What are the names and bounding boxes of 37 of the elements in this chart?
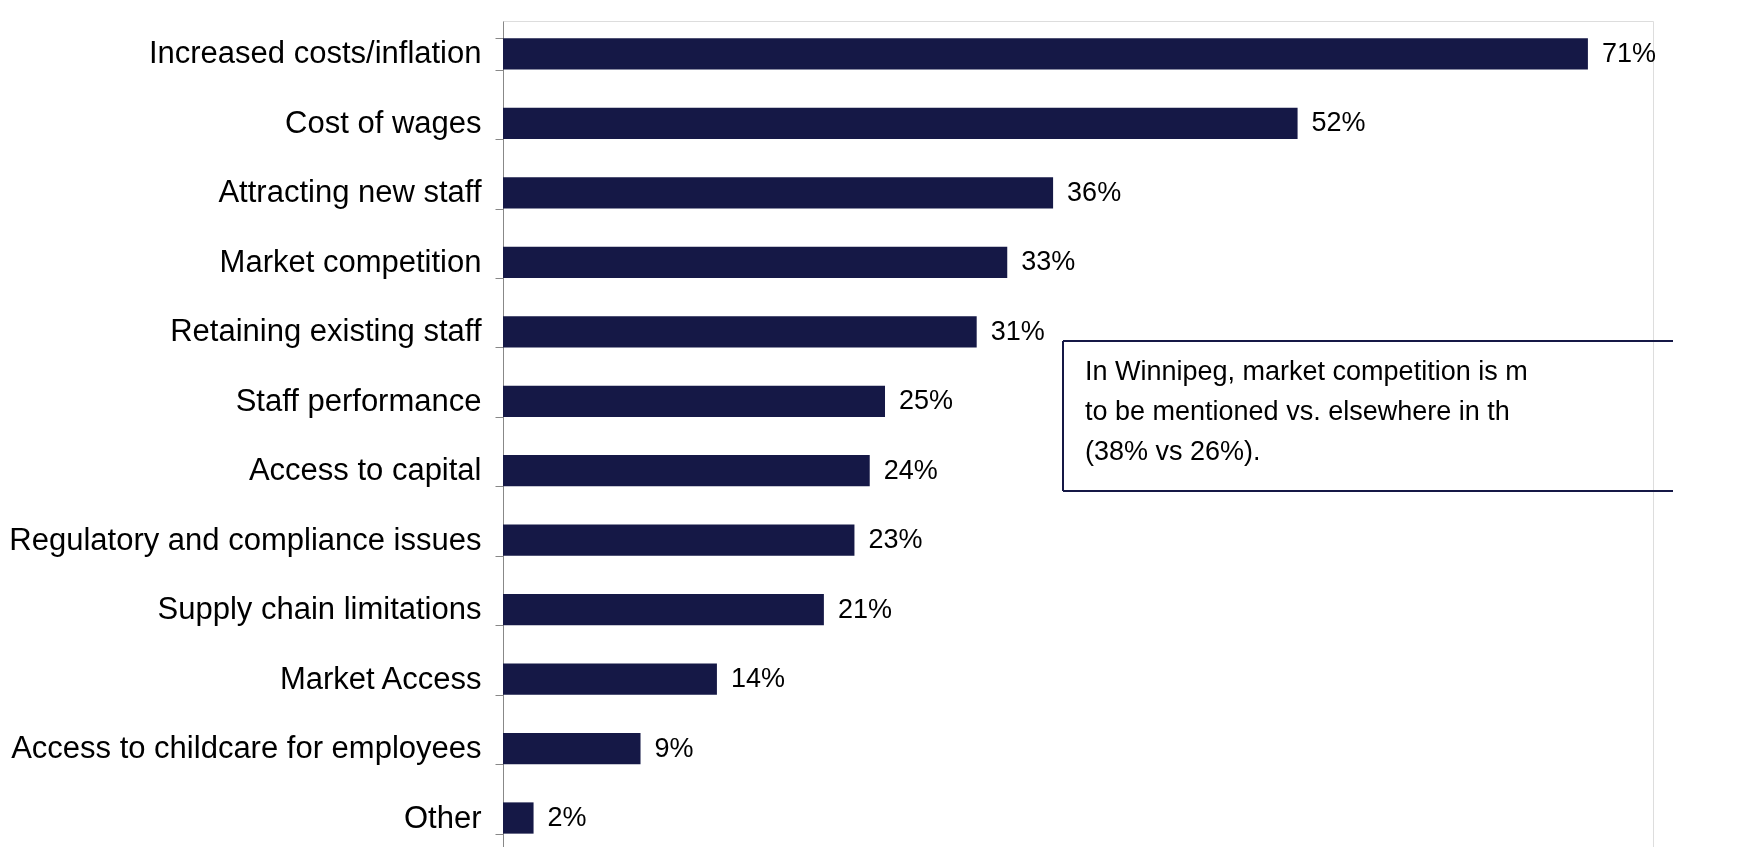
bar [503, 455, 870, 487]
bar [503, 38, 1588, 70]
y-tick-label: Retaining existing staff [170, 313, 482, 349]
data-label: 36% [1067, 176, 1122, 207]
bar [503, 732, 641, 765]
bar [503, 246, 1008, 278]
bar [503, 524, 855, 556]
data-label: 33% [1021, 246, 1076, 277]
data-label: 31% [990, 315, 1045, 346]
y-tick-label: Access to childcare for employees [11, 730, 482, 766]
data-label: 9% [654, 732, 694, 763]
y-tick-label: Cost of wages [285, 104, 482, 140]
y-tick-label: Access to capital [248, 452, 482, 488]
data-label: 2% [547, 802, 587, 833]
y-tick-label: Regulatory and compliance issues [9, 521, 482, 557]
bar [503, 316, 977, 348]
data-label: 14% [730, 663, 785, 694]
y-tick-label: Supply chain limitations [157, 591, 482, 627]
bar [503, 594, 824, 626]
bar [503, 177, 1054, 209]
y-tick-label: Market competition [219, 243, 482, 279]
y-tick-label: Attracting new staff [218, 174, 482, 210]
bar [503, 385, 886, 417]
bar [503, 107, 1298, 140]
data-label: 52% [1311, 107, 1366, 138]
data-label: 71% [1601, 37, 1656, 68]
data-label: 21% [837, 593, 892, 624]
y-tick-label: Staff performance [235, 382, 482, 418]
y-tick-label: Increased costs/inflation [148, 35, 482, 71]
data-label: 25% [899, 385, 954, 416]
bar [503, 663, 717, 695]
data-label: 23% [868, 524, 923, 555]
data-label: 24% [883, 454, 938, 485]
annotation: In Winnipeg, market competition is m to be mentioned vs. elsewhere in th (38% vs 26%). [1085, 356, 1528, 466]
y-tick-label: Other [403, 799, 482, 835]
bar [503, 802, 534, 834]
y-tick-label: Market Access [279, 660, 482, 696]
